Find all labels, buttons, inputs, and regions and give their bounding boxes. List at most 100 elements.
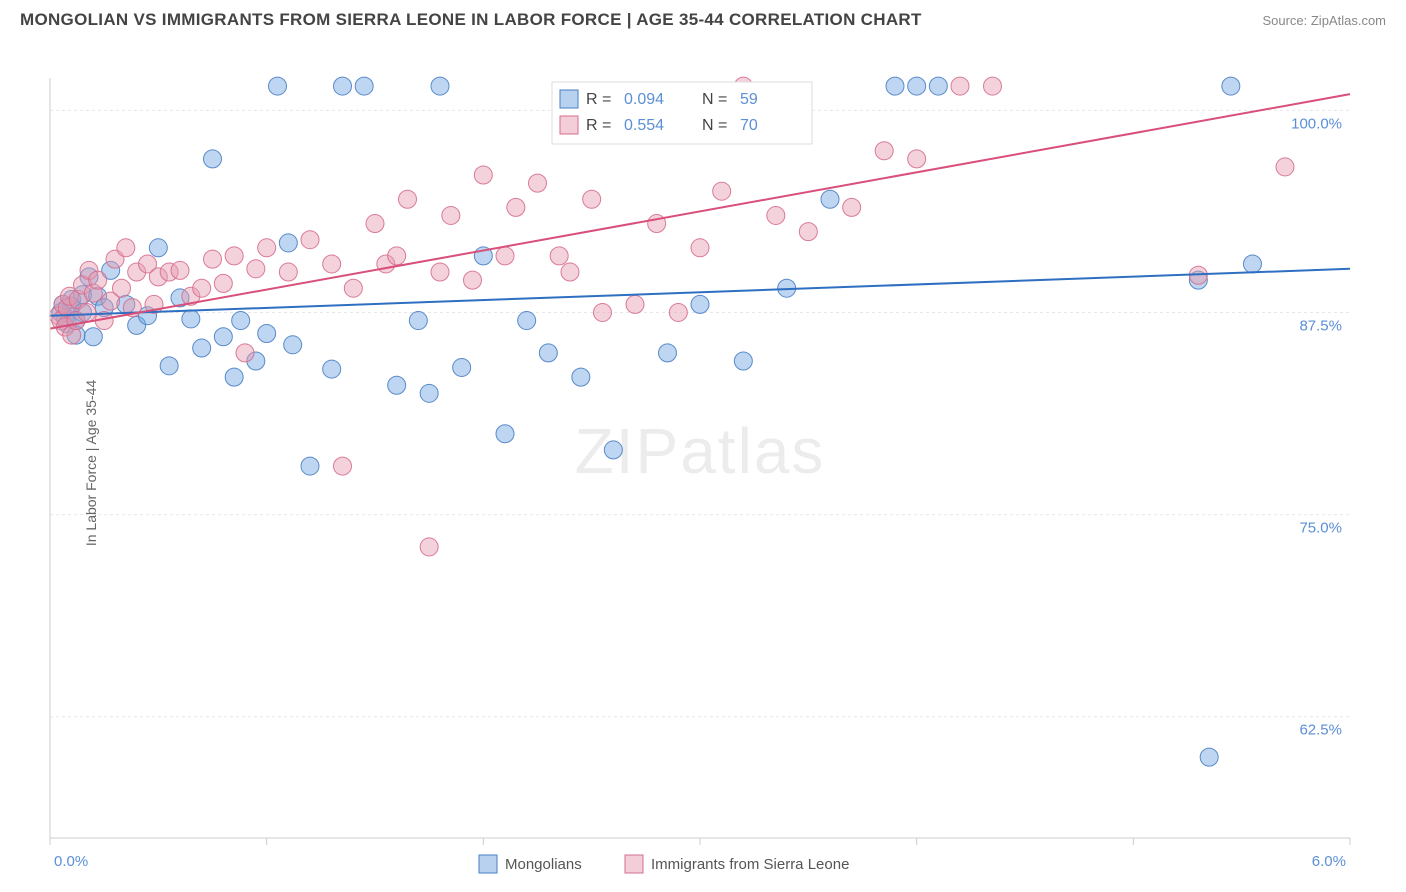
scatter-point bbox=[258, 324, 276, 342]
scatter-point bbox=[225, 247, 243, 265]
legend-series-label: Immigrants from Sierra Leone bbox=[651, 856, 849, 873]
scatter-point bbox=[1200, 748, 1218, 766]
scatter-point bbox=[669, 303, 687, 321]
scatter-point bbox=[214, 274, 232, 292]
scatter-point bbox=[691, 295, 709, 313]
scatter-point bbox=[843, 198, 861, 216]
scatter-point bbox=[734, 352, 752, 370]
scatter-point bbox=[388, 247, 406, 265]
scatter-point bbox=[583, 190, 601, 208]
scatter-point bbox=[464, 271, 482, 289]
scatter-point bbox=[420, 538, 438, 556]
legend-swatch bbox=[560, 90, 578, 108]
scatter-point bbox=[334, 77, 352, 95]
scatter-point bbox=[301, 457, 319, 475]
legend-r-value: 0.554 bbox=[624, 117, 664, 134]
scatter-point bbox=[204, 250, 222, 268]
scatter-point bbox=[474, 166, 492, 184]
legend-swatch bbox=[625, 855, 643, 873]
legend-series-label: Mongolians bbox=[505, 856, 582, 873]
scatter-point bbox=[236, 344, 254, 362]
scatter-point bbox=[1276, 158, 1294, 176]
scatter-point bbox=[442, 206, 460, 224]
legend-n-value: 59 bbox=[740, 91, 758, 108]
scatter-point bbox=[431, 77, 449, 95]
legend-r-label: R = bbox=[586, 91, 611, 108]
y-tick-label: 75.0% bbox=[1299, 520, 1342, 537]
scatter-point bbox=[258, 239, 276, 257]
legend-swatch bbox=[479, 855, 497, 873]
y-tick-label: 87.5% bbox=[1299, 317, 1342, 334]
scatter-point bbox=[550, 247, 568, 265]
chart-area: In Labor Force | Age 35-44 62.5%75.0%87.… bbox=[0, 38, 1406, 888]
scatter-point bbox=[78, 303, 96, 321]
scatter-point bbox=[713, 182, 731, 200]
scatter-point bbox=[951, 77, 969, 95]
scatter-point bbox=[626, 295, 644, 313]
scatter-point bbox=[323, 255, 341, 273]
scatter-point bbox=[171, 261, 189, 279]
scatter-point bbox=[659, 344, 677, 362]
scatter-point bbox=[604, 441, 622, 459]
scatter-point bbox=[799, 223, 817, 241]
y-tick-label: 62.5% bbox=[1299, 722, 1342, 739]
scatter-point bbox=[344, 279, 362, 297]
legend-n-value: 70 bbox=[740, 117, 758, 134]
scatter-point bbox=[388, 376, 406, 394]
scatter-point bbox=[409, 312, 427, 330]
legend-n-label: N = bbox=[702, 117, 727, 134]
chart-title: MONGOLIAN VS IMMIGRANTS FROM SIERRA LEON… bbox=[20, 10, 922, 30]
scatter-point bbox=[691, 239, 709, 257]
source-label: Source: ZipAtlas.com bbox=[1262, 13, 1386, 28]
scatter-point bbox=[160, 357, 178, 375]
scatter-plot: 62.5%75.0%87.5%100.0%ZIPatlas0.0%6.0%R =… bbox=[0, 38, 1406, 888]
legend-n-label: N = bbox=[702, 91, 727, 108]
legend-swatch bbox=[560, 116, 578, 134]
scatter-point bbox=[247, 260, 265, 278]
scatter-point bbox=[886, 77, 904, 95]
scatter-point bbox=[518, 312, 536, 330]
scatter-point bbox=[453, 358, 471, 376]
scatter-point bbox=[214, 328, 232, 346]
scatter-point bbox=[149, 239, 167, 257]
scatter-point bbox=[89, 271, 107, 289]
scatter-point bbox=[301, 231, 319, 249]
scatter-point bbox=[269, 77, 287, 95]
scatter-point bbox=[420, 384, 438, 402]
scatter-point bbox=[572, 368, 590, 386]
scatter-point bbox=[821, 190, 839, 208]
scatter-point bbox=[225, 368, 243, 386]
scatter-point bbox=[539, 344, 557, 362]
scatter-point bbox=[908, 150, 926, 168]
scatter-point bbox=[366, 215, 384, 233]
scatter-point bbox=[529, 174, 547, 192]
y-axis-label: In Labor Force | Age 35-44 bbox=[83, 380, 99, 546]
scatter-point bbox=[193, 339, 211, 357]
scatter-point bbox=[908, 77, 926, 95]
scatter-point bbox=[193, 279, 211, 297]
scatter-point bbox=[875, 142, 893, 160]
scatter-point bbox=[1244, 255, 1262, 273]
scatter-point bbox=[117, 239, 135, 257]
scatter-point bbox=[496, 247, 514, 265]
scatter-point bbox=[279, 234, 297, 252]
scatter-point bbox=[767, 206, 785, 224]
scatter-point bbox=[204, 150, 222, 168]
x-tick-label: 0.0% bbox=[54, 853, 88, 870]
scatter-point bbox=[561, 263, 579, 281]
scatter-point bbox=[284, 336, 302, 354]
scatter-point bbox=[431, 263, 449, 281]
scatter-point bbox=[279, 263, 297, 281]
legend-r-value: 0.094 bbox=[624, 91, 664, 108]
scatter-point bbox=[113, 279, 131, 297]
scatter-point bbox=[984, 77, 1002, 95]
scatter-point bbox=[323, 360, 341, 378]
legend-r-label: R = bbox=[586, 117, 611, 134]
scatter-point bbox=[1222, 77, 1240, 95]
scatter-point bbox=[399, 190, 417, 208]
x-tick-label: 6.0% bbox=[1312, 853, 1346, 870]
scatter-point bbox=[929, 77, 947, 95]
scatter-point bbox=[355, 77, 373, 95]
scatter-point bbox=[84, 328, 102, 346]
scatter-point bbox=[496, 425, 514, 443]
